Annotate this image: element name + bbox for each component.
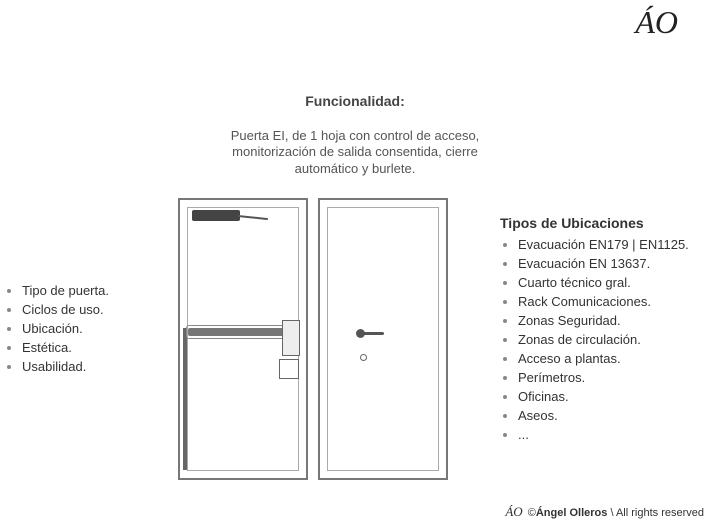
list-item: Rack Comunicaciones.: [518, 294, 689, 309]
list-item: Zonas Seguridad.: [518, 313, 689, 328]
list-item: Oficinas.: [518, 389, 689, 404]
lever-handle-icon: [360, 332, 384, 335]
footer-copyright: ÁO ©Ángel Olleros \ All rights reserved: [505, 504, 704, 520]
access-lock-icon: [282, 320, 300, 356]
desc-line-3: automático y burlete.: [295, 161, 416, 176]
section-description: Puerta EI, de 1 hoja con control de acce…: [0, 128, 710, 177]
list-item: Acceso a plantas.: [518, 351, 689, 366]
list-item: Zonas de circulación.: [518, 332, 689, 347]
door-inner-panel: [327, 207, 439, 471]
weatherstrip-icon: [183, 328, 187, 470]
list-item: Ciclos de uso.: [22, 302, 109, 317]
section-title: Funcionalidad:: [0, 93, 710, 109]
list-item: Tipo de puerta.: [22, 283, 109, 298]
footer-copyright-symbol: ©: [528, 507, 536, 519]
footer-logo-icon: ÁO: [505, 504, 522, 519]
list-item: Usabilidad.: [22, 359, 109, 374]
desc-line-1: Puerta EI, de 1 hoja con control de acce…: [231, 128, 480, 143]
locations-list: Tipos de Ubicaciones Evacuación EN179 | …: [500, 215, 689, 446]
list-item: Cuarto técnico gral.: [518, 275, 689, 290]
door-closer-icon: [192, 210, 240, 221]
list-item: Evacuación EN 13637.: [518, 256, 689, 271]
list-item: Estética.: [22, 340, 109, 355]
door-back-view: [318, 198, 448, 480]
door-diagram: [178, 198, 448, 486]
list-item: Evacuación EN179 | EN1125.: [518, 237, 689, 252]
footer-rights: All rights reserved: [616, 507, 704, 519]
door-front-view: [178, 198, 308, 480]
panic-bar-icon: [188, 328, 288, 336]
footer-sep: \: [607, 507, 616, 519]
keyhole-icon: [360, 354, 367, 361]
list-item: Aseos.: [518, 408, 689, 423]
desc-line-2: monitorización de salida consentida, cie…: [232, 144, 478, 159]
brand-logo: ÁO: [635, 4, 678, 41]
list-item: Perímetros.: [518, 370, 689, 385]
criteria-list: Tipo de puerta. Ciclos de uso. Ubicación…: [4, 283, 109, 378]
footer-brand: Ángel Olleros: [536, 507, 608, 519]
list-item: ...: [518, 427, 689, 442]
list-item: Ubicación.: [22, 321, 109, 336]
locations-title: Tipos de Ubicaciones: [500, 215, 689, 231]
